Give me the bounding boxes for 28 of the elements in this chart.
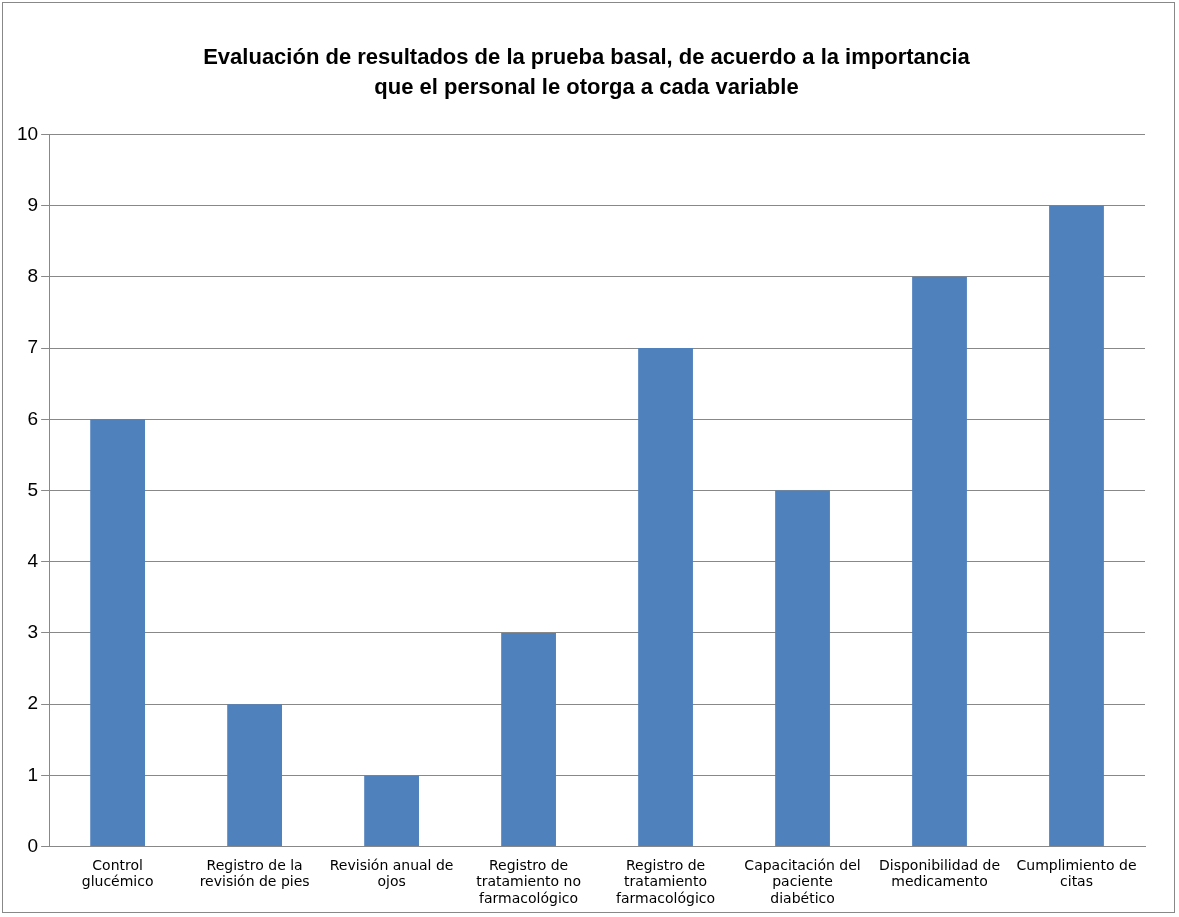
y-tick-label: 7 [27, 336, 39, 358]
x-tick-label: Registro de tratamiento no farmacológico [476, 856, 581, 907]
x-tick-label: Disponibilidad de medicamento [879, 856, 1001, 890]
x-tick-label: Registro de la revisión de pies [199, 856, 310, 890]
bar [775, 490, 830, 847]
bar [227, 704, 283, 847]
x-tick-label: Control glucémico [81, 856, 154, 890]
y-tick-label: 8 [27, 265, 39, 287]
y-tick-label: 0 [27, 834, 39, 856]
y-tick-label: 1 [27, 763, 39, 785]
bar [364, 775, 419, 847]
y-tick-label: 4 [27, 549, 39, 571]
bar [912, 276, 967, 847]
y-tick-label: 3 [27, 621, 39, 643]
y-tick-label: 10 [16, 122, 39, 144]
x-tick-label: Cumplimiento de citas [1016, 856, 1137, 890]
x-tick-label: Capacitación del paciente diabético [744, 856, 861, 907]
y-tick-label: 6 [27, 407, 39, 429]
y-tick-label: 9 [27, 193, 39, 215]
bar [1049, 205, 1104, 847]
bar [638, 348, 693, 847]
y-tick-label: 2 [27, 692, 39, 714]
y-tick-label: 5 [27, 478, 39, 500]
bar [501, 632, 556, 847]
chart-title: Evaluación de resultados de la prueba basal, de acuerdo a la importancia que el personal le otorga a cada variable [202, 43, 971, 101]
x-tick-label: Revisión anual de ojos [329, 856, 454, 890]
bar [90, 419, 146, 847]
x-tick-label: Registro de tratamiento farmacológico [616, 856, 716, 907]
